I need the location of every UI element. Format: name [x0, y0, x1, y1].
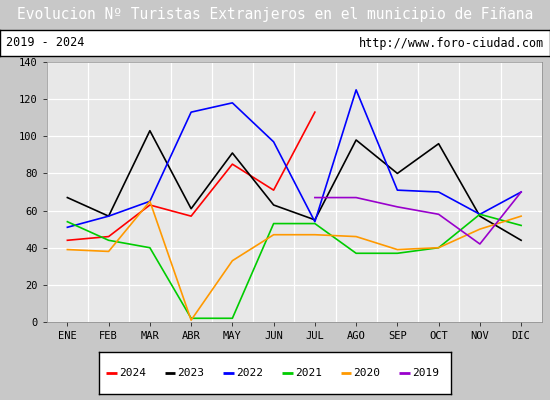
Text: 2021: 2021 — [295, 368, 322, 378]
Text: 2019 - 2024: 2019 - 2024 — [6, 36, 84, 50]
Text: 2024: 2024 — [119, 368, 146, 378]
Text: Evolucion Nº Turistas Extranjeros en el municipio de Fiñana: Evolucion Nº Turistas Extranjeros en el … — [17, 8, 533, 22]
Text: 2022: 2022 — [236, 368, 263, 378]
Text: 2023: 2023 — [178, 368, 205, 378]
Text: 2020: 2020 — [354, 368, 381, 378]
Text: http://www.foro-ciudad.com: http://www.foro-ciudad.com — [359, 36, 544, 50]
Text: 2019: 2019 — [412, 368, 439, 378]
